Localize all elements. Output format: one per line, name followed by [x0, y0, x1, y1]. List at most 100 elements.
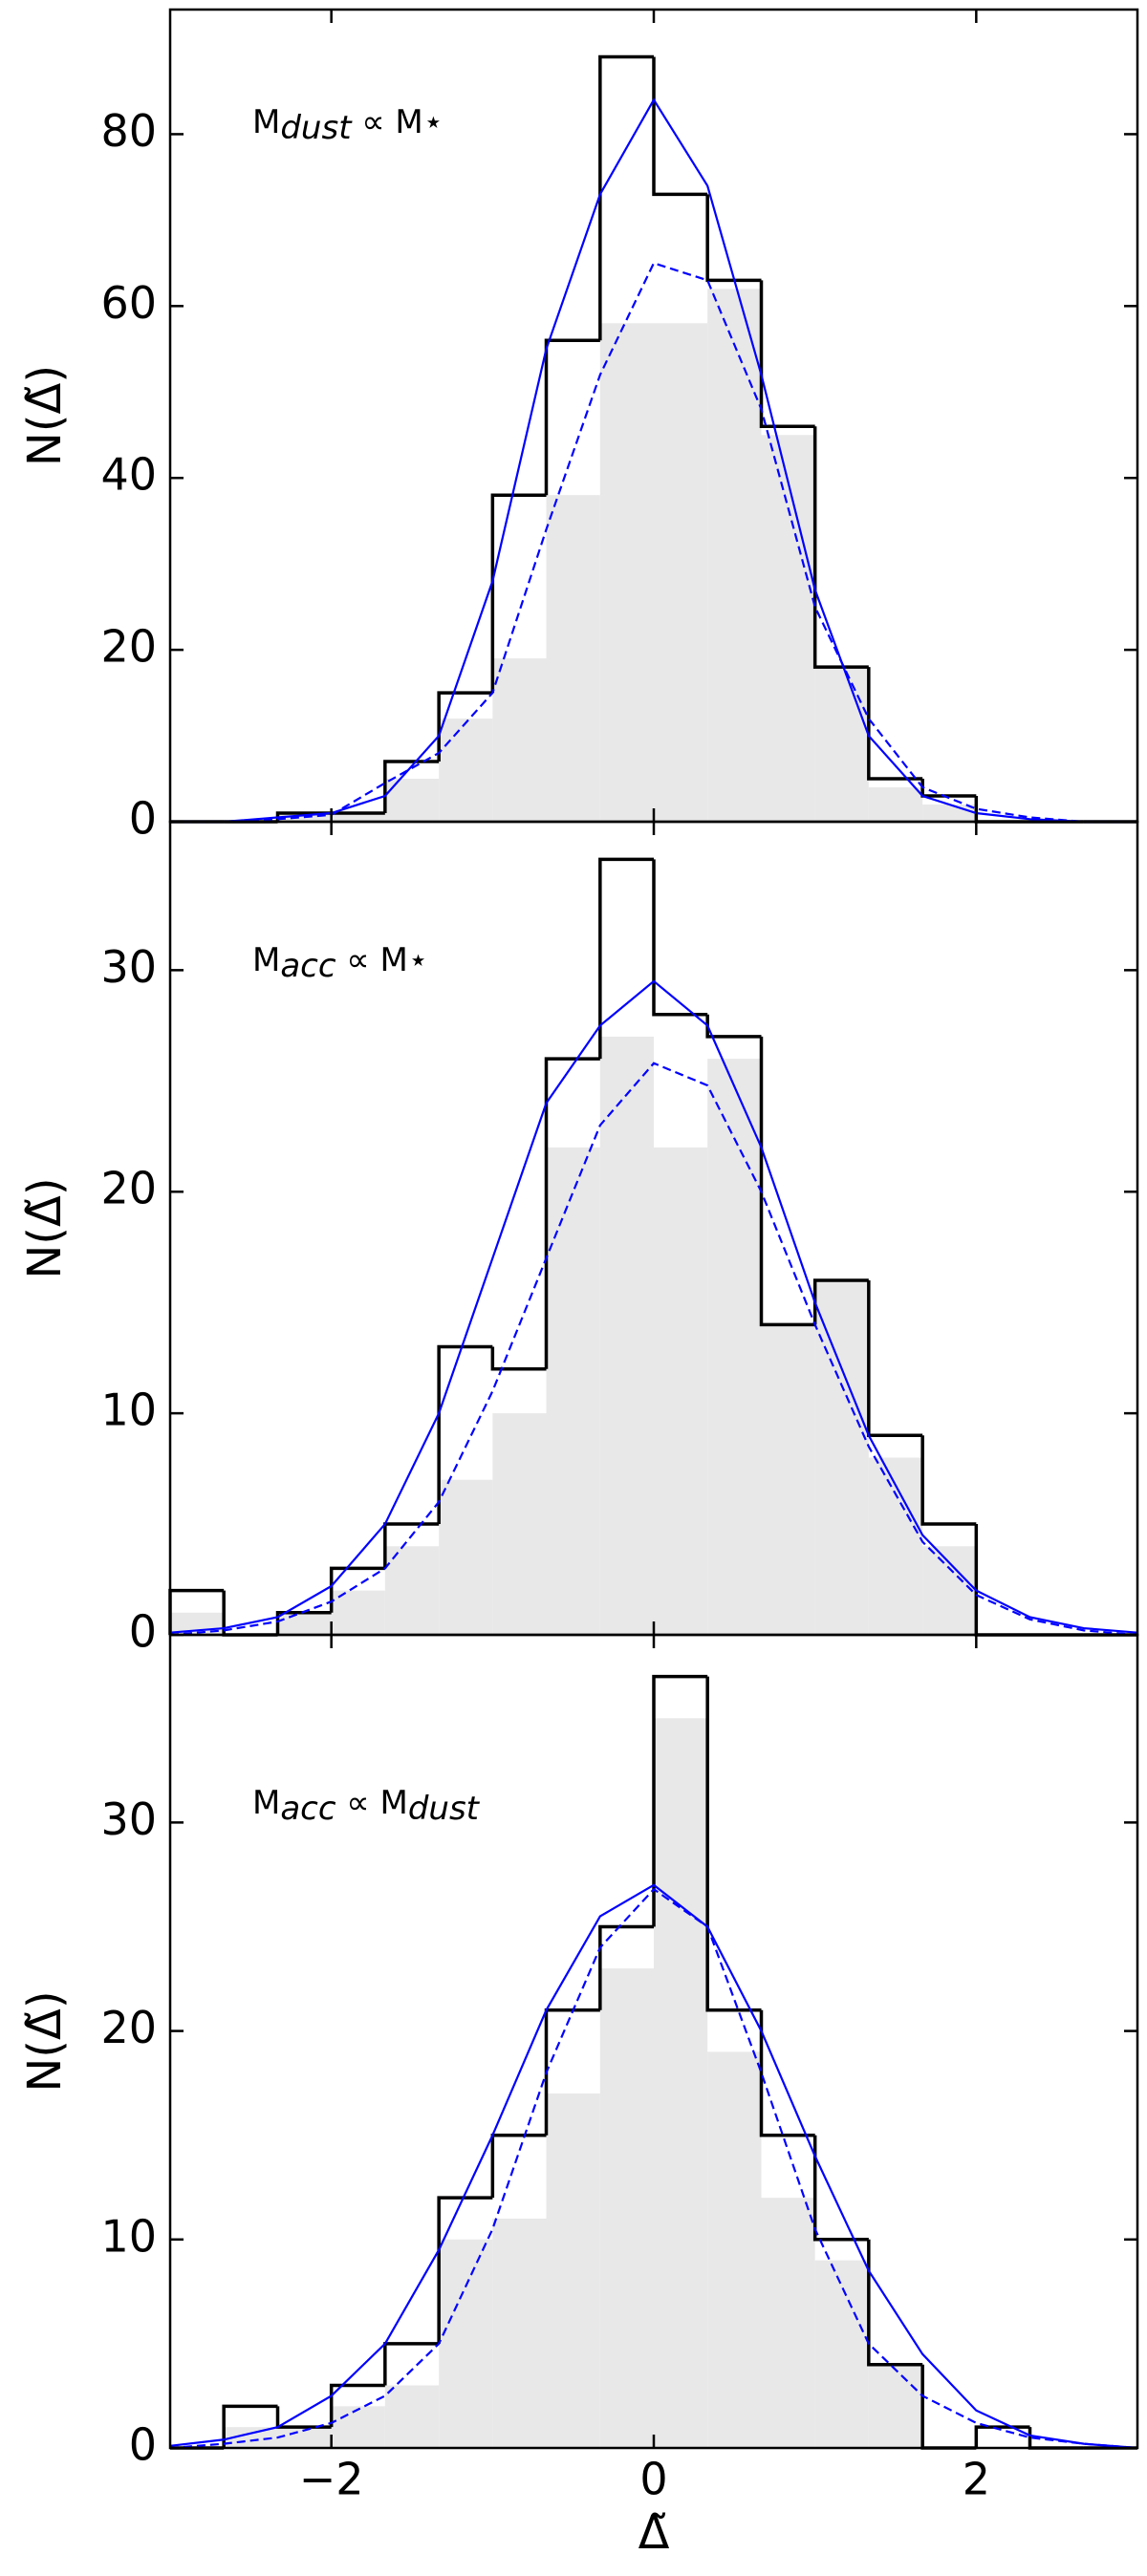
hist-bar	[814, 667, 869, 822]
y-tick-label: 10	[100, 2210, 157, 2262]
hist-bar	[868, 2364, 923, 2448]
hist-step	[812, 2135, 869, 2242]
hist-step	[652, 56, 708, 197]
hist-step	[598, 857, 654, 1060]
y-tick-label: 30	[100, 1793, 157, 1845]
annotation-text: ⋆	[408, 941, 428, 979]
hist-bar	[492, 1413, 547, 1635]
hist-bar	[277, 1612, 332, 1635]
hist-bar	[814, 1279, 869, 1635]
hist-bar	[707, 1059, 762, 1635]
hist-step	[329, 1566, 385, 1613]
y-tick-label: 80	[100, 105, 157, 157]
y-tick-label: 30	[100, 941, 157, 993]
y-tick-label: 10	[100, 1385, 157, 1436]
annotation: Macc ∝ M⋆	[252, 941, 428, 985]
annotation-subscript: dust	[408, 1790, 481, 1828]
hist-bar	[922, 805, 977, 822]
hist-step	[705, 1676, 762, 2012]
annotation-text: M	[252, 1784, 280, 1822]
hist-step	[705, 194, 762, 283]
annotation-text: ⋆	[423, 103, 444, 141]
dashed-line	[169, 1887, 1138, 2450]
hist-step	[437, 2196, 493, 2344]
x-tick-label: −2	[299, 2454, 364, 2505]
hist-step	[652, 859, 708, 1017]
annotation-text: ∝ M	[352, 103, 423, 141]
annotation-text: ∝ M	[336, 1784, 408, 1822]
hist-step	[544, 338, 600, 496]
hist-step	[490, 2133, 547, 2199]
hist-step	[652, 1674, 708, 1927]
hist-bar	[761, 1324, 815, 1635]
hist-step	[867, 2239, 923, 2367]
hist-step	[275, 1611, 332, 1635]
hist-bar	[761, 435, 815, 822]
hist-step	[437, 691, 493, 762]
hist-step	[705, 1014, 762, 1039]
hist-step	[490, 1346, 547, 1371]
annotation-subscript: acc	[280, 947, 336, 985]
hist-bar	[599, 323, 654, 822]
hist-bar	[439, 1479, 493, 1635]
annotation: Macc ∝ Mdust	[252, 1784, 481, 1828]
hist-bar	[492, 2218, 547, 2448]
hist-bar	[654, 1147, 708, 1635]
hist-bar	[761, 2198, 815, 2448]
annotation-subscript: dust	[280, 109, 353, 147]
hist-bar	[546, 495, 600, 822]
hist-step	[598, 54, 654, 341]
hist-bar	[546, 1147, 600, 1635]
y-tick-label: 20	[100, 1163, 157, 1214]
annotation: Mdust ∝ M⋆	[252, 103, 444, 147]
annotation-text: ∝ M	[336, 941, 408, 979]
hist-step	[812, 1278, 869, 1325]
x-tick-label: 2	[963, 2454, 990, 2505]
y-tick-label: 0	[129, 1606, 157, 1658]
hist-step	[759, 280, 815, 428]
hist-step	[867, 667, 923, 781]
y-tick-label: 0	[129, 793, 157, 845]
hist-bar	[599, 1968, 654, 2448]
hist-step	[544, 1057, 600, 1369]
hist-step	[329, 2383, 385, 2428]
hist-step	[383, 2342, 440, 2386]
annotation-subscript: acc	[280, 1790, 336, 1828]
hist-step	[275, 2406, 332, 2429]
hist-bar	[492, 658, 547, 822]
y-tick-label: 40	[100, 449, 157, 501]
annotation-text: M	[252, 103, 280, 141]
hist-bar	[707, 289, 762, 823]
y-axis-label: N(Δ̃)	[18, 1990, 72, 2092]
hist-bar	[277, 2427, 332, 2448]
hist-bar	[599, 1036, 654, 1635]
hist-bar	[384, 1546, 440, 1635]
annotation-text: M	[252, 941, 280, 979]
hist-bar	[384, 779, 440, 822]
hist-bar	[384, 2385, 440, 2448]
hist-step	[974, 1524, 1030, 1637]
hist-bar	[707, 2051, 762, 2448]
hist-bar	[868, 787, 923, 822]
hist-step	[920, 2364, 977, 2450]
hist-step	[920, 1435, 977, 1526]
hist-bar	[546, 2093, 600, 2448]
hist-step	[490, 493, 547, 694]
hist-bar	[331, 1590, 385, 1635]
hist-step	[222, 2404, 278, 2448]
hist-step	[759, 2009, 815, 2137]
hist-bar	[331, 2406, 385, 2448]
hist-step	[759, 1036, 815, 1327]
y-tick-label: 0	[129, 2419, 157, 2471]
y-tick-label: 20	[100, 621, 157, 673]
x-axis-label: Δ̃	[638, 2506, 670, 2560]
y-axis-label: N(Δ̃)	[18, 365, 72, 466]
hist-bar	[654, 323, 708, 822]
dashed-line	[169, 1062, 1138, 1637]
y-tick-label: 60	[100, 277, 157, 329]
hist-step	[437, 1344, 493, 1525]
hist-step	[812, 426, 869, 669]
hist-step	[222, 1590, 278, 1637]
y-tick-label: 20	[100, 2002, 157, 2053]
